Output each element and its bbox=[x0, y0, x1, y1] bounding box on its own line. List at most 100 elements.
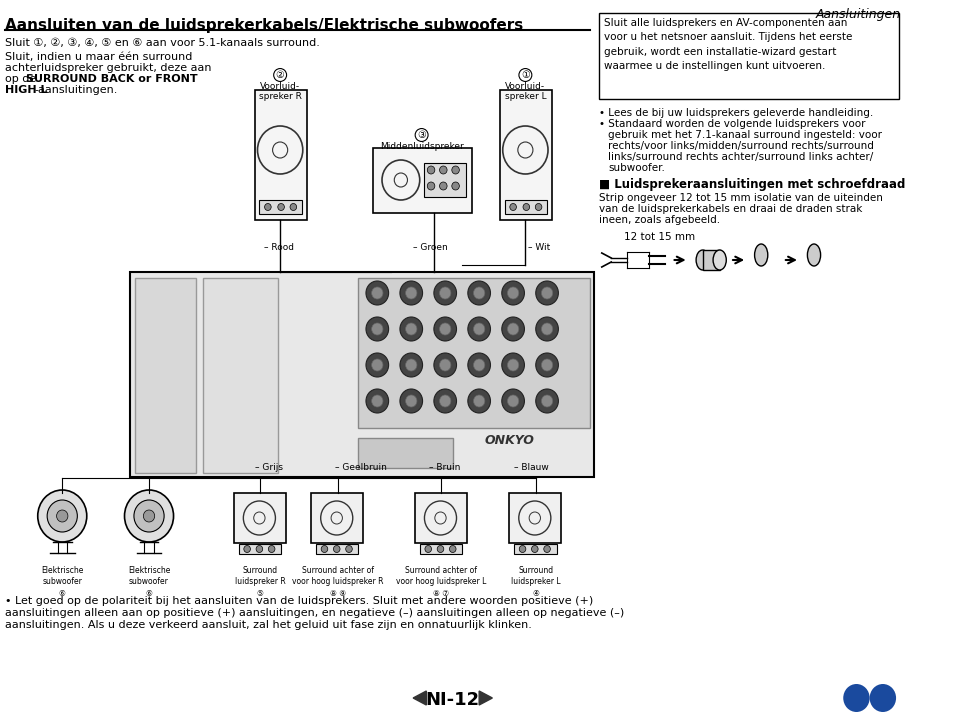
Circle shape bbox=[125, 490, 174, 542]
Circle shape bbox=[440, 359, 451, 371]
Circle shape bbox=[473, 287, 485, 299]
Text: – Grijs: – Grijs bbox=[254, 464, 282, 473]
Text: Voorluid-
spreker R: Voorluid- spreker R bbox=[258, 82, 301, 101]
Ellipse shape bbox=[696, 250, 709, 270]
Circle shape bbox=[434, 317, 457, 341]
Circle shape bbox=[434, 353, 457, 377]
Circle shape bbox=[366, 353, 389, 377]
Text: links/surround rechts achter/surround links achter/: links/surround rechts achter/surround li… bbox=[609, 152, 874, 162]
Text: Surround
luidspreker L
④: Surround luidspreker L ④ bbox=[511, 566, 561, 598]
Circle shape bbox=[434, 281, 457, 305]
Bar bbox=[514, 544, 557, 554]
Circle shape bbox=[425, 545, 432, 553]
Circle shape bbox=[452, 182, 459, 190]
Circle shape bbox=[870, 684, 896, 712]
Bar bbox=[135, 278, 196, 473]
Circle shape bbox=[256, 545, 263, 553]
Circle shape bbox=[372, 359, 383, 371]
Circle shape bbox=[541, 359, 553, 371]
Text: SURROUND BACK or FRONT: SURROUND BACK or FRONT bbox=[27, 74, 198, 84]
Bar bbox=[358, 278, 589, 428]
Bar bbox=[131, 272, 594, 477]
Circle shape bbox=[265, 204, 271, 211]
Circle shape bbox=[372, 287, 383, 299]
Circle shape bbox=[502, 281, 524, 305]
Bar bbox=[510, 493, 562, 543]
Circle shape bbox=[502, 317, 524, 341]
Circle shape bbox=[405, 395, 417, 407]
Circle shape bbox=[532, 545, 539, 553]
Text: Elektrische
subwoofer
⑥: Elektrische subwoofer ⑥ bbox=[128, 566, 170, 598]
Circle shape bbox=[473, 359, 485, 371]
Circle shape bbox=[437, 545, 444, 553]
Text: aansluitingen. Als u deze verkeerd aansluit, zal het geluid uit fase zijn en onn: aansluitingen. Als u deze verkeerd aansl… bbox=[5, 620, 532, 630]
Bar bbox=[372, 148, 471, 213]
Text: -aansluitingen.: -aansluitingen. bbox=[35, 85, 118, 95]
Circle shape bbox=[346, 545, 352, 553]
Text: Sluit, indien u maar één surround: Sluit, indien u maar één surround bbox=[5, 52, 192, 62]
Circle shape bbox=[277, 204, 284, 211]
Circle shape bbox=[333, 545, 340, 553]
Ellipse shape bbox=[807, 244, 821, 266]
Circle shape bbox=[541, 287, 553, 299]
Circle shape bbox=[400, 389, 422, 413]
Text: ineen, zoals afgebeeld.: ineen, zoals afgebeeld. bbox=[599, 215, 720, 225]
Text: Sluit alle luidsprekers en AV-componenten aan
voor u het netsnoer aansluit. Tijd: Sluit alle luidsprekers en AV-componente… bbox=[604, 18, 852, 71]
Circle shape bbox=[536, 389, 559, 413]
Circle shape bbox=[405, 359, 417, 371]
Polygon shape bbox=[479, 691, 492, 705]
Ellipse shape bbox=[713, 250, 727, 270]
Circle shape bbox=[47, 500, 78, 532]
Text: ①: ① bbox=[521, 70, 530, 80]
Text: – Bruin: – Bruin bbox=[429, 464, 461, 473]
Circle shape bbox=[536, 353, 559, 377]
Circle shape bbox=[502, 389, 524, 413]
Bar bbox=[234, 493, 286, 543]
Bar bbox=[358, 438, 453, 468]
Circle shape bbox=[536, 204, 541, 211]
Circle shape bbox=[372, 395, 383, 407]
Circle shape bbox=[541, 395, 553, 407]
Circle shape bbox=[843, 684, 870, 712]
Circle shape bbox=[244, 545, 251, 553]
Circle shape bbox=[536, 281, 559, 305]
Circle shape bbox=[449, 545, 456, 553]
Circle shape bbox=[440, 182, 447, 190]
Circle shape bbox=[468, 281, 491, 305]
Text: Surround
luidspreker R
⑤: Surround luidspreker R ⑤ bbox=[235, 566, 286, 598]
Text: Middenluidspreker: Middenluidspreker bbox=[380, 142, 464, 151]
Circle shape bbox=[523, 204, 530, 211]
Circle shape bbox=[322, 545, 327, 553]
Circle shape bbox=[543, 545, 550, 553]
Text: – Geelbruin: – Geelbruin bbox=[335, 464, 387, 473]
Circle shape bbox=[366, 317, 389, 341]
Circle shape bbox=[400, 281, 422, 305]
Bar bbox=[703, 250, 720, 270]
Circle shape bbox=[536, 317, 559, 341]
Text: Surround achter of
voor hoog luidspreker L
⑧ ⑦: Surround achter of voor hoog luidspreker… bbox=[396, 566, 487, 598]
Text: 12 tot 15 mm: 12 tot 15 mm bbox=[624, 232, 696, 242]
Circle shape bbox=[405, 323, 417, 335]
Bar bbox=[311, 493, 363, 543]
Bar bbox=[420, 544, 462, 554]
Circle shape bbox=[269, 545, 275, 553]
Polygon shape bbox=[413, 691, 426, 705]
Text: op de: op de bbox=[5, 74, 39, 84]
Circle shape bbox=[508, 395, 518, 407]
Text: ③: ③ bbox=[418, 130, 426, 140]
Text: ■ Luidsprekeraansluitingen met schroefdraad: ■ Luidsprekeraansluitingen met schroefdr… bbox=[599, 178, 905, 191]
Bar bbox=[415, 493, 467, 543]
Bar bbox=[505, 200, 547, 214]
Circle shape bbox=[440, 166, 447, 174]
Text: – Blauw: – Blauw bbox=[514, 464, 549, 473]
Text: Voorluid-
spreker L: Voorluid- spreker L bbox=[505, 82, 546, 101]
Text: HIGH L: HIGH L bbox=[5, 85, 47, 95]
Circle shape bbox=[468, 317, 491, 341]
Ellipse shape bbox=[755, 244, 768, 266]
Bar bbox=[500, 90, 552, 220]
Bar bbox=[259, 200, 301, 214]
Text: – Rood: – Rood bbox=[264, 244, 294, 253]
Text: ②: ② bbox=[276, 70, 284, 80]
Circle shape bbox=[473, 323, 485, 335]
Circle shape bbox=[134, 500, 164, 532]
